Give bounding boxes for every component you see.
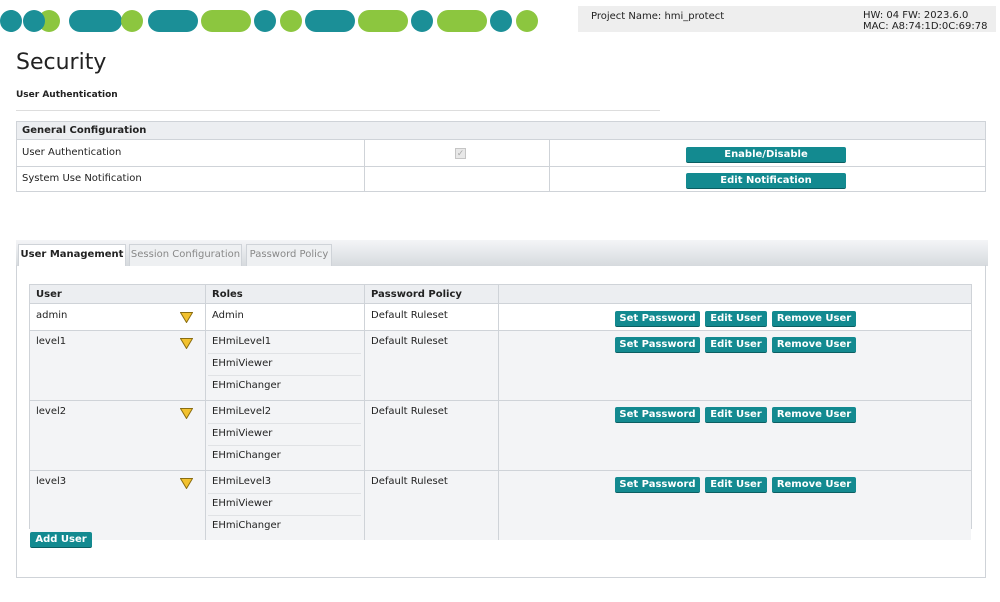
mac: MAC: A8:74:1D:0C:69:78	[863, 21, 988, 32]
general-title: General Configuration	[22, 125, 147, 136]
password-policy: Default Ruleset	[371, 406, 448, 417]
tab[interactable]: Session Configuration	[129, 244, 242, 266]
role-line	[208, 515, 361, 516]
col-line	[364, 285, 365, 540]
role: EHmiChanger	[212, 520, 281, 531]
column-header: User	[36, 289, 62, 300]
subtitle: User Authentication	[16, 90, 118, 100]
user-menu[interactable]	[179, 338, 194, 350]
role-line	[208, 375, 361, 376]
col-line	[498, 285, 499, 540]
btn[interactable]: Remove User	[772, 407, 856, 423]
btn[interactable]: Edit Notification	[686, 173, 846, 189]
role: EHmiLevel3	[212, 476, 272, 487]
role-line	[208, 423, 361, 424]
page-title: Security	[16, 50, 107, 75]
user-name: admin	[36, 310, 68, 321]
config-label: System Use Notification	[22, 173, 142, 184]
btn[interactable]: Set Password	[615, 337, 700, 353]
btn[interactable]: Add User	[30, 532, 92, 548]
hw-fw: HW: 04 FW: 2023.6.0	[863, 10, 969, 21]
btn[interactable]: Edit User	[705, 311, 767, 327]
table-header	[30, 285, 971, 304]
general-header	[17, 122, 985, 140]
btn[interactable]: Edit User	[705, 407, 767, 423]
btn[interactable]: Set Password	[615, 477, 700, 493]
role: EHmiChanger	[212, 450, 281, 461]
config-label: User Authentication	[22, 147, 122, 158]
col-line	[549, 140, 550, 192]
col-line	[205, 285, 206, 540]
role-line	[208, 493, 361, 494]
user-menu[interactable]	[179, 478, 194, 490]
btn[interactable]: Remove User	[772, 477, 856, 493]
role: EHmiViewer	[212, 358, 273, 369]
role-line	[208, 445, 361, 446]
role-line	[208, 353, 361, 354]
btn[interactable]: Set Password	[615, 407, 700, 423]
project-name: Project Name: hmi_protect	[591, 11, 725, 22]
role: EHmiLevel2	[212, 406, 272, 417]
user-name: level1	[36, 336, 67, 347]
role: EHmiChanger	[212, 380, 281, 391]
password-policy: Default Ruleset	[371, 476, 448, 487]
btn[interactable]: Remove User	[772, 337, 856, 353]
user-menu[interactable]	[179, 312, 194, 324]
divider	[16, 110, 660, 111]
col-line	[364, 140, 365, 192]
header-box	[578, 6, 996, 32]
user-menu[interactable]	[179, 408, 194, 420]
row-line	[17, 166, 985, 167]
logo	[0, 10, 538, 32]
column-header: Roles	[212, 289, 243, 300]
btn[interactable]: Remove User	[772, 311, 856, 327]
tab[interactable]: Password Policy	[246, 244, 332, 266]
role: EHmiViewer	[212, 428, 273, 439]
role: Admin	[212, 310, 244, 321]
checkbox[interactable]: ✓	[455, 148, 466, 159]
column-header: Password Policy	[371, 289, 462, 300]
btn[interactable]: Set Password	[615, 311, 700, 327]
role: EHmiLevel1	[212, 336, 272, 347]
tab-panel	[16, 265, 986, 578]
user-name: level3	[36, 476, 67, 487]
password-policy: Default Ruleset	[371, 310, 448, 321]
role: EHmiViewer	[212, 498, 273, 509]
password-policy: Default Ruleset	[371, 336, 448, 347]
user-name: level2	[36, 406, 67, 417]
btn[interactable]: Edit User	[705, 477, 767, 493]
btn[interactable]: Enable/Disable	[686, 147, 846, 163]
btn[interactable]: Edit User	[705, 337, 767, 353]
tab[interactable]: User Management	[18, 244, 126, 266]
general-config	[16, 121, 986, 192]
